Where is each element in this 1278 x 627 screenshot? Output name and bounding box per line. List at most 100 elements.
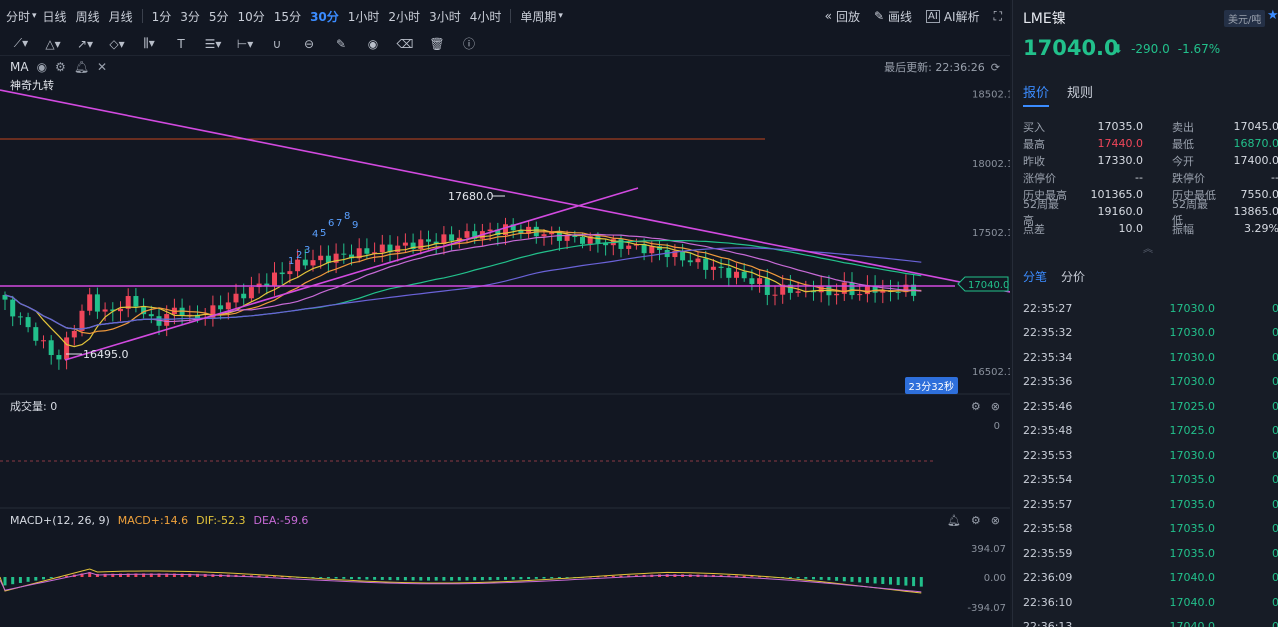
period-8[interactable]: 15分 bbox=[273, 9, 302, 24]
candle-body bbox=[580, 236, 585, 244]
lock-icon[interactable]: ⊖ bbox=[303, 36, 315, 51]
macd-bar bbox=[149, 573, 153, 577]
eye-icon[interactable]: ◉ bbox=[367, 36, 379, 51]
period-11[interactable]: 2小时 bbox=[388, 9, 421, 24]
ai-analysis-button[interactable]: AI AI解析 bbox=[926, 8, 980, 25]
magnet-icon[interactable]: ∪ bbox=[272, 36, 282, 51]
period-2[interactable]: 周线 bbox=[75, 9, 100, 24]
macd-bar bbox=[26, 577, 30, 582]
triangle-tool-icon[interactable]: △▾ bbox=[45, 36, 61, 51]
settings-icon[interactable]: ⚙ bbox=[970, 513, 981, 527]
period-14[interactable]: 单周期 bbox=[520, 9, 557, 24]
candle-body bbox=[641, 243, 647, 254]
macd-bar bbox=[80, 573, 84, 577]
close-icon[interactable]: ⊗ bbox=[990, 399, 1000, 413]
quote-value: 7550.0 bbox=[1240, 188, 1278, 201]
tab-rules[interactable]: 规则 bbox=[1067, 86, 1094, 101]
nine-turn-mark: 5 bbox=[320, 228, 326, 239]
period-0[interactable]: 分时 bbox=[6, 9, 31, 24]
quote-label: 52周最高 bbox=[1023, 197, 1059, 227]
star-icon[interactable]: ★ bbox=[1267, 8, 1278, 23]
channel-tool-icon[interactable]: ⫼▾ bbox=[143, 36, 155, 50]
period-9[interactable]: 30分 bbox=[310, 9, 339, 24]
settings-icon[interactable]: ⚙ bbox=[55, 60, 66, 74]
tick-volume: 0 bbox=[1272, 522, 1278, 536]
candle-body bbox=[849, 282, 855, 296]
macd-bar bbox=[411, 577, 415, 581]
close-icon[interactable]: ✕ bbox=[97, 60, 108, 74]
tick-volume: 0 bbox=[1272, 448, 1278, 462]
macd-bar bbox=[781, 577, 785, 578]
info-icon[interactable]: ⓘ bbox=[462, 37, 475, 51]
macd-bar bbox=[373, 577, 377, 580]
eraser-icon[interactable]: ⌫ bbox=[396, 36, 414, 51]
tab-price-dist[interactable]: 分价 bbox=[1061, 270, 1086, 284]
macd-bar bbox=[496, 577, 500, 580]
ma60-line bbox=[4, 247, 922, 330]
tick-time: 22:36:10 bbox=[1023, 595, 1073, 609]
chevron-down-icon[interactable]: ▾ bbox=[558, 11, 563, 21]
text-tool-icon[interactable]: T bbox=[177, 36, 185, 51]
tick-time: 22:35:58 bbox=[1023, 522, 1073, 536]
macd-bar bbox=[627, 575, 631, 577]
period-4[interactable]: 1分 bbox=[151, 9, 172, 24]
period-5[interactable]: 3分 bbox=[180, 9, 200, 24]
candle-body bbox=[110, 309, 116, 312]
close-icon[interactable]: ⊗ bbox=[990, 513, 1000, 527]
macd-bar bbox=[912, 577, 916, 587]
nine-turn-mark: 8 bbox=[344, 211, 350, 222]
quote-row: 52周最高 19160.0 52周最低 13865.0 bbox=[1023, 198, 1278, 227]
period-7[interactable]: 10分 bbox=[237, 9, 265, 24]
eye-icon[interactable]: ◉ bbox=[36, 60, 48, 74]
trendline-tool-icon[interactable]: ⟋▾ bbox=[13, 36, 29, 50]
chart-area[interactable]: 分时 ▾ 日线 周线 月线 1分 3分 5分 10分 15分 30分 1小时 2小时 3小时 4小时 单周期 ▾… bbox=[0, 0, 1010, 627]
tab-ticks[interactable]: 分笔 bbox=[1023, 270, 1048, 284]
candle-body bbox=[772, 294, 778, 296]
collapse-icon[interactable]: ︽ bbox=[1143, 244, 1153, 255]
period-13[interactable]: 4小时 bbox=[469, 9, 502, 24]
macd-bar bbox=[196, 573, 199, 577]
quote-panel: LME镍 美元/吨 ★ 17040.0 ⬇ -290.0 -1.67% 报价 规… bbox=[1012, 0, 1278, 627]
bell-icon[interactable]: 🔔︎ bbox=[946, 513, 961, 527]
fib-tool-icon[interactable]: ☰▾ bbox=[204, 36, 222, 51]
settings-icon[interactable]: ⚙ bbox=[970, 399, 981, 413]
period-3[interactable]: 月线 bbox=[108, 9, 133, 24]
period-6[interactable]: 5分 bbox=[208, 9, 229, 24]
nine-turn-mark: 7 bbox=[336, 218, 342, 229]
tick-time: 22:35:32 bbox=[1023, 326, 1073, 340]
arrow-tool-icon[interactable]: ↗▾ bbox=[76, 36, 94, 51]
quote-value: 101365.0 bbox=[1090, 188, 1144, 201]
draw-button[interactable]: ✎ 画线 bbox=[874, 8, 912, 25]
edit-icon[interactable]: ✎ bbox=[335, 36, 347, 51]
macd-title: MACD+(12, 26, 9) bbox=[10, 513, 110, 527]
nine-turn-label: 神奇九转 bbox=[10, 79, 54, 92]
ma-label[interactable]: MA bbox=[10, 60, 29, 74]
period-1[interactable]: 日线 bbox=[42, 9, 67, 24]
period-10[interactable]: 1小时 bbox=[347, 9, 380, 24]
change-value: -290.0 bbox=[1131, 42, 1170, 56]
candle-body bbox=[10, 299, 16, 317]
unit-badge[interactable]: 美元/吨 bbox=[1224, 10, 1266, 27]
measure-tool-icon[interactable]: ⊢▾ bbox=[236, 36, 254, 51]
refresh-icon[interactable]: ⟳ bbox=[990, 60, 1000, 74]
quote-label: 最高 bbox=[1023, 137, 1045, 151]
tab-quote[interactable]: 报价 bbox=[1023, 82, 1050, 107]
macd-bar bbox=[812, 577, 815, 580]
period-12[interactable]: 3小时 bbox=[429, 9, 461, 24]
fullscreen-icon[interactable]: ⛶ bbox=[993, 8, 1002, 23]
macd-bar bbox=[65, 575, 69, 577]
bell-icon[interactable]: 🔔︎ bbox=[73, 60, 90, 74]
macd-bar bbox=[388, 577, 392, 581]
replay-button[interactable]: « 回放 bbox=[825, 8, 860, 25]
price-chart[interactable]: 18502.118002.117502.116502.117040.017680… bbox=[0, 0, 1010, 627]
quote-value: 19160.0 bbox=[1097, 205, 1144, 218]
shape-tool-icon[interactable]: ◇▾ bbox=[109, 36, 125, 51]
candle-body bbox=[672, 250, 678, 258]
macd-bar bbox=[835, 577, 839, 581]
trash-icon[interactable]: 🗑 bbox=[429, 36, 445, 51]
candle-body bbox=[94, 294, 100, 312]
macd-bar bbox=[511, 577, 515, 580]
tick-row: 22:35:48 17025.0 0 bbox=[1023, 419, 1278, 444]
chevron-down-icon[interactable]: ▾ bbox=[32, 11, 37, 21]
tick-volume: 0 bbox=[1272, 375, 1278, 389]
